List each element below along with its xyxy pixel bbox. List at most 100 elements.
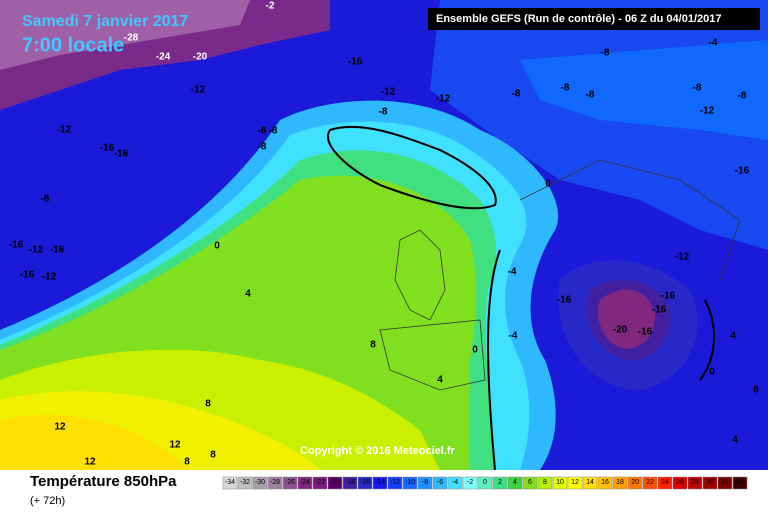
footer-title: Température 850hPa <box>30 473 177 490</box>
contour-label: 0 <box>709 367 715 378</box>
scale-swatch <box>462 476 478 490</box>
contour-label: -16 <box>100 143 115 154</box>
contour-label: -2 <box>266 1 275 12</box>
scale-swatch <box>297 476 313 490</box>
scale-swatch <box>537 476 553 490</box>
scale-label: 2 <box>498 479 502 486</box>
contour-label: 8 <box>205 399 211 410</box>
scale-swatch <box>672 476 688 490</box>
contour-label: 12 <box>84 457 96 468</box>
scale-swatch <box>342 476 358 490</box>
contour-label: -12 <box>700 106 715 117</box>
contour-label: -12 <box>57 125 72 136</box>
scale-label: 20 <box>631 479 639 486</box>
scale-label: 32 <box>721 479 729 486</box>
contour-label: -12 <box>436 94 451 105</box>
contour-label: 12 <box>54 422 66 433</box>
scale-label: 10 <box>556 479 564 486</box>
scale-label: 34 <box>736 479 744 486</box>
contour-label: -16 <box>348 57 363 68</box>
scale-swatch <box>447 476 463 490</box>
scale-swatch <box>522 476 538 490</box>
scale-label: 18 <box>616 479 624 486</box>
scale-label: 4 <box>513 479 517 486</box>
contour-label: -16 <box>114 149 129 160</box>
scale-swatch <box>267 476 283 490</box>
contour-label: -8 <box>601 48 610 59</box>
scale-swatch <box>222 476 238 490</box>
contour-label: -16 <box>735 166 750 177</box>
scale-swatch <box>687 476 703 490</box>
scale-swatch <box>402 476 418 490</box>
scale-label: -18 <box>345 479 355 486</box>
contour-label: 4 <box>732 435 738 446</box>
contour-label: -16 <box>20 270 35 281</box>
scale-label: 16 <box>601 479 609 486</box>
contour-label: -8 <box>693 83 702 94</box>
scale-swatch <box>627 476 643 490</box>
scale-label: -28 <box>270 479 280 486</box>
scale-swatch <box>597 476 613 490</box>
date: Samedi 7 janvier 2017 <box>22 13 188 30</box>
contour-labels: -24 -20 -16-12 -12-12-12-8-8 -8-8-16-16-8-16… <box>9 1 759 468</box>
contour-label: -8 <box>258 142 267 153</box>
contour-label: -16 <box>9 240 24 251</box>
scale-swatch <box>582 476 598 490</box>
scale-label: -24 <box>300 479 310 486</box>
scale-label: -20 <box>330 479 340 486</box>
contour-label: 4 <box>437 375 443 386</box>
contour-label: -16 <box>661 291 676 302</box>
scale-label: -2 <box>467 479 473 486</box>
scale-swatch <box>612 476 628 490</box>
scale-swatch <box>417 476 433 490</box>
contour-label: -12 <box>381 87 396 98</box>
contour-label: -16 <box>50 245 65 256</box>
scale-label: 28 <box>691 479 699 486</box>
scale-label: -10 <box>405 479 415 486</box>
scale-label: 26 <box>676 479 684 486</box>
contour-label: -12 <box>191 85 206 96</box>
scale-swatch <box>642 476 658 490</box>
scale-swatch <box>237 476 253 490</box>
run-info: Ensemble GEFS (Run de contrôle) - 06 Z d… <box>436 13 721 25</box>
contour-label: 8 <box>370 340 376 351</box>
contour-label: 4 <box>245 289 251 300</box>
scale-swatch <box>657 476 673 490</box>
scale-label: -14 <box>375 479 385 486</box>
scale-swatch <box>552 476 568 490</box>
footer-lead: (+ 72h) <box>30 495 65 507</box>
contour-label: -4 <box>509 331 518 342</box>
contour-label: -20 <box>613 325 628 336</box>
scale-swatch <box>477 476 493 490</box>
scale-label: 8 <box>543 479 547 486</box>
scale-swatch <box>312 476 328 490</box>
copyright: Copyright © 2016 Meteociel.fr <box>300 445 456 457</box>
contour-label: -20 <box>193 52 208 63</box>
scale-swatch <box>732 476 748 490</box>
contour-label: -4 <box>709 38 718 49</box>
contour-label: 8 <box>753 385 759 396</box>
scale-label: 24 <box>661 479 669 486</box>
scale-label: -34 <box>225 479 235 486</box>
scale-swatch <box>327 476 343 490</box>
scale-swatch <box>432 476 448 490</box>
scale-swatch <box>702 476 718 490</box>
contour-label: 4 <box>730 331 736 342</box>
scale-swatch <box>357 476 373 490</box>
scale-label: 6 <box>528 479 532 486</box>
contour-label: -12 <box>675 252 690 263</box>
scale-label: -12 <box>390 479 400 486</box>
scale-swatch <box>282 476 298 490</box>
scale-label: 12 <box>571 479 579 486</box>
scale-label: -8 <box>422 479 428 486</box>
scale-swatch <box>252 476 268 490</box>
contour-label: 0 <box>472 345 478 356</box>
color-scale: -34 -32 -30 -28 -26 -24 -22 -20 -18 -16 -14 -12 -10-… <box>222 476 748 490</box>
contour-label: -12 <box>29 245 44 256</box>
contour-label: -24 <box>156 52 171 63</box>
run-box <box>428 8 760 30</box>
time: 7:00 locale <box>22 34 124 56</box>
scale-swatch <box>372 476 388 490</box>
